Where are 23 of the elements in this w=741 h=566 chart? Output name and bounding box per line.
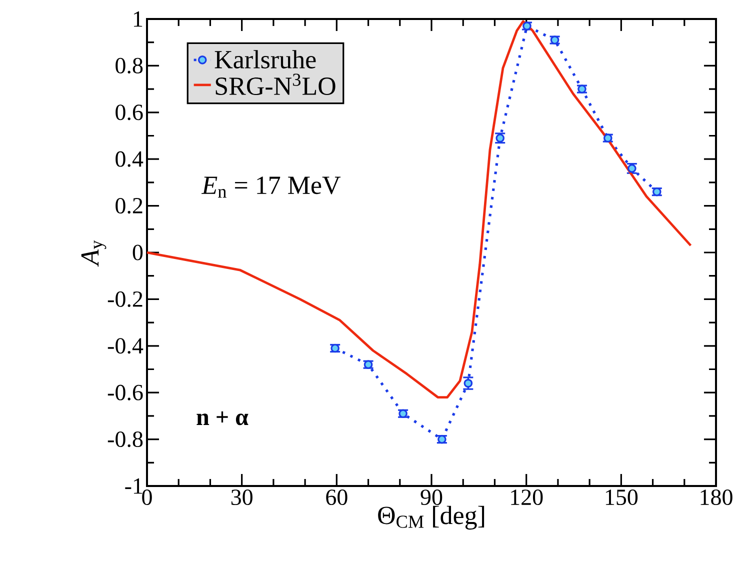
legend-label: Karlsruhe [214, 50, 316, 68]
y-tick-label: 0.8 [116, 58, 143, 74]
y-tick-label: 0.6 [116, 104, 143, 120]
x-tick-label: 180 [700, 490, 732, 506]
x-axis-title: Θ$_{CM}$ [deg] [378, 506, 484, 530]
annotation: n + α [196, 411, 248, 426]
y-tick-label: 1 [134, 11, 142, 27]
y-tick-label: -0.6 [108, 384, 143, 400]
legend-label: SRG-N$^{3}$LO [216, 74, 336, 96]
x-tick-label: 120 [511, 490, 543, 506]
x-tick-label: 60 [326, 490, 348, 506]
x-tick-label: 30 [231, 490, 252, 506]
y-tick-label: -0.4 [108, 338, 144, 354]
annotation: E$_{n}$ = 17 MeV [201, 176, 341, 198]
y-tick-label: -0.2 [108, 291, 142, 308]
y-axis-title: A$_{y}$ [81, 240, 106, 267]
y-tick-label: 0.4 [116, 151, 144, 167]
y-tick-label: -0.8 [108, 431, 143, 448]
x-tick-label: 90 [420, 490, 442, 506]
x-tick-label: 150 [606, 490, 638, 506]
y-tick-label: 0.2 [116, 198, 142, 214]
y-tick-label: 0 [132, 244, 143, 260]
y-tick-label: -1 [125, 478, 142, 494]
